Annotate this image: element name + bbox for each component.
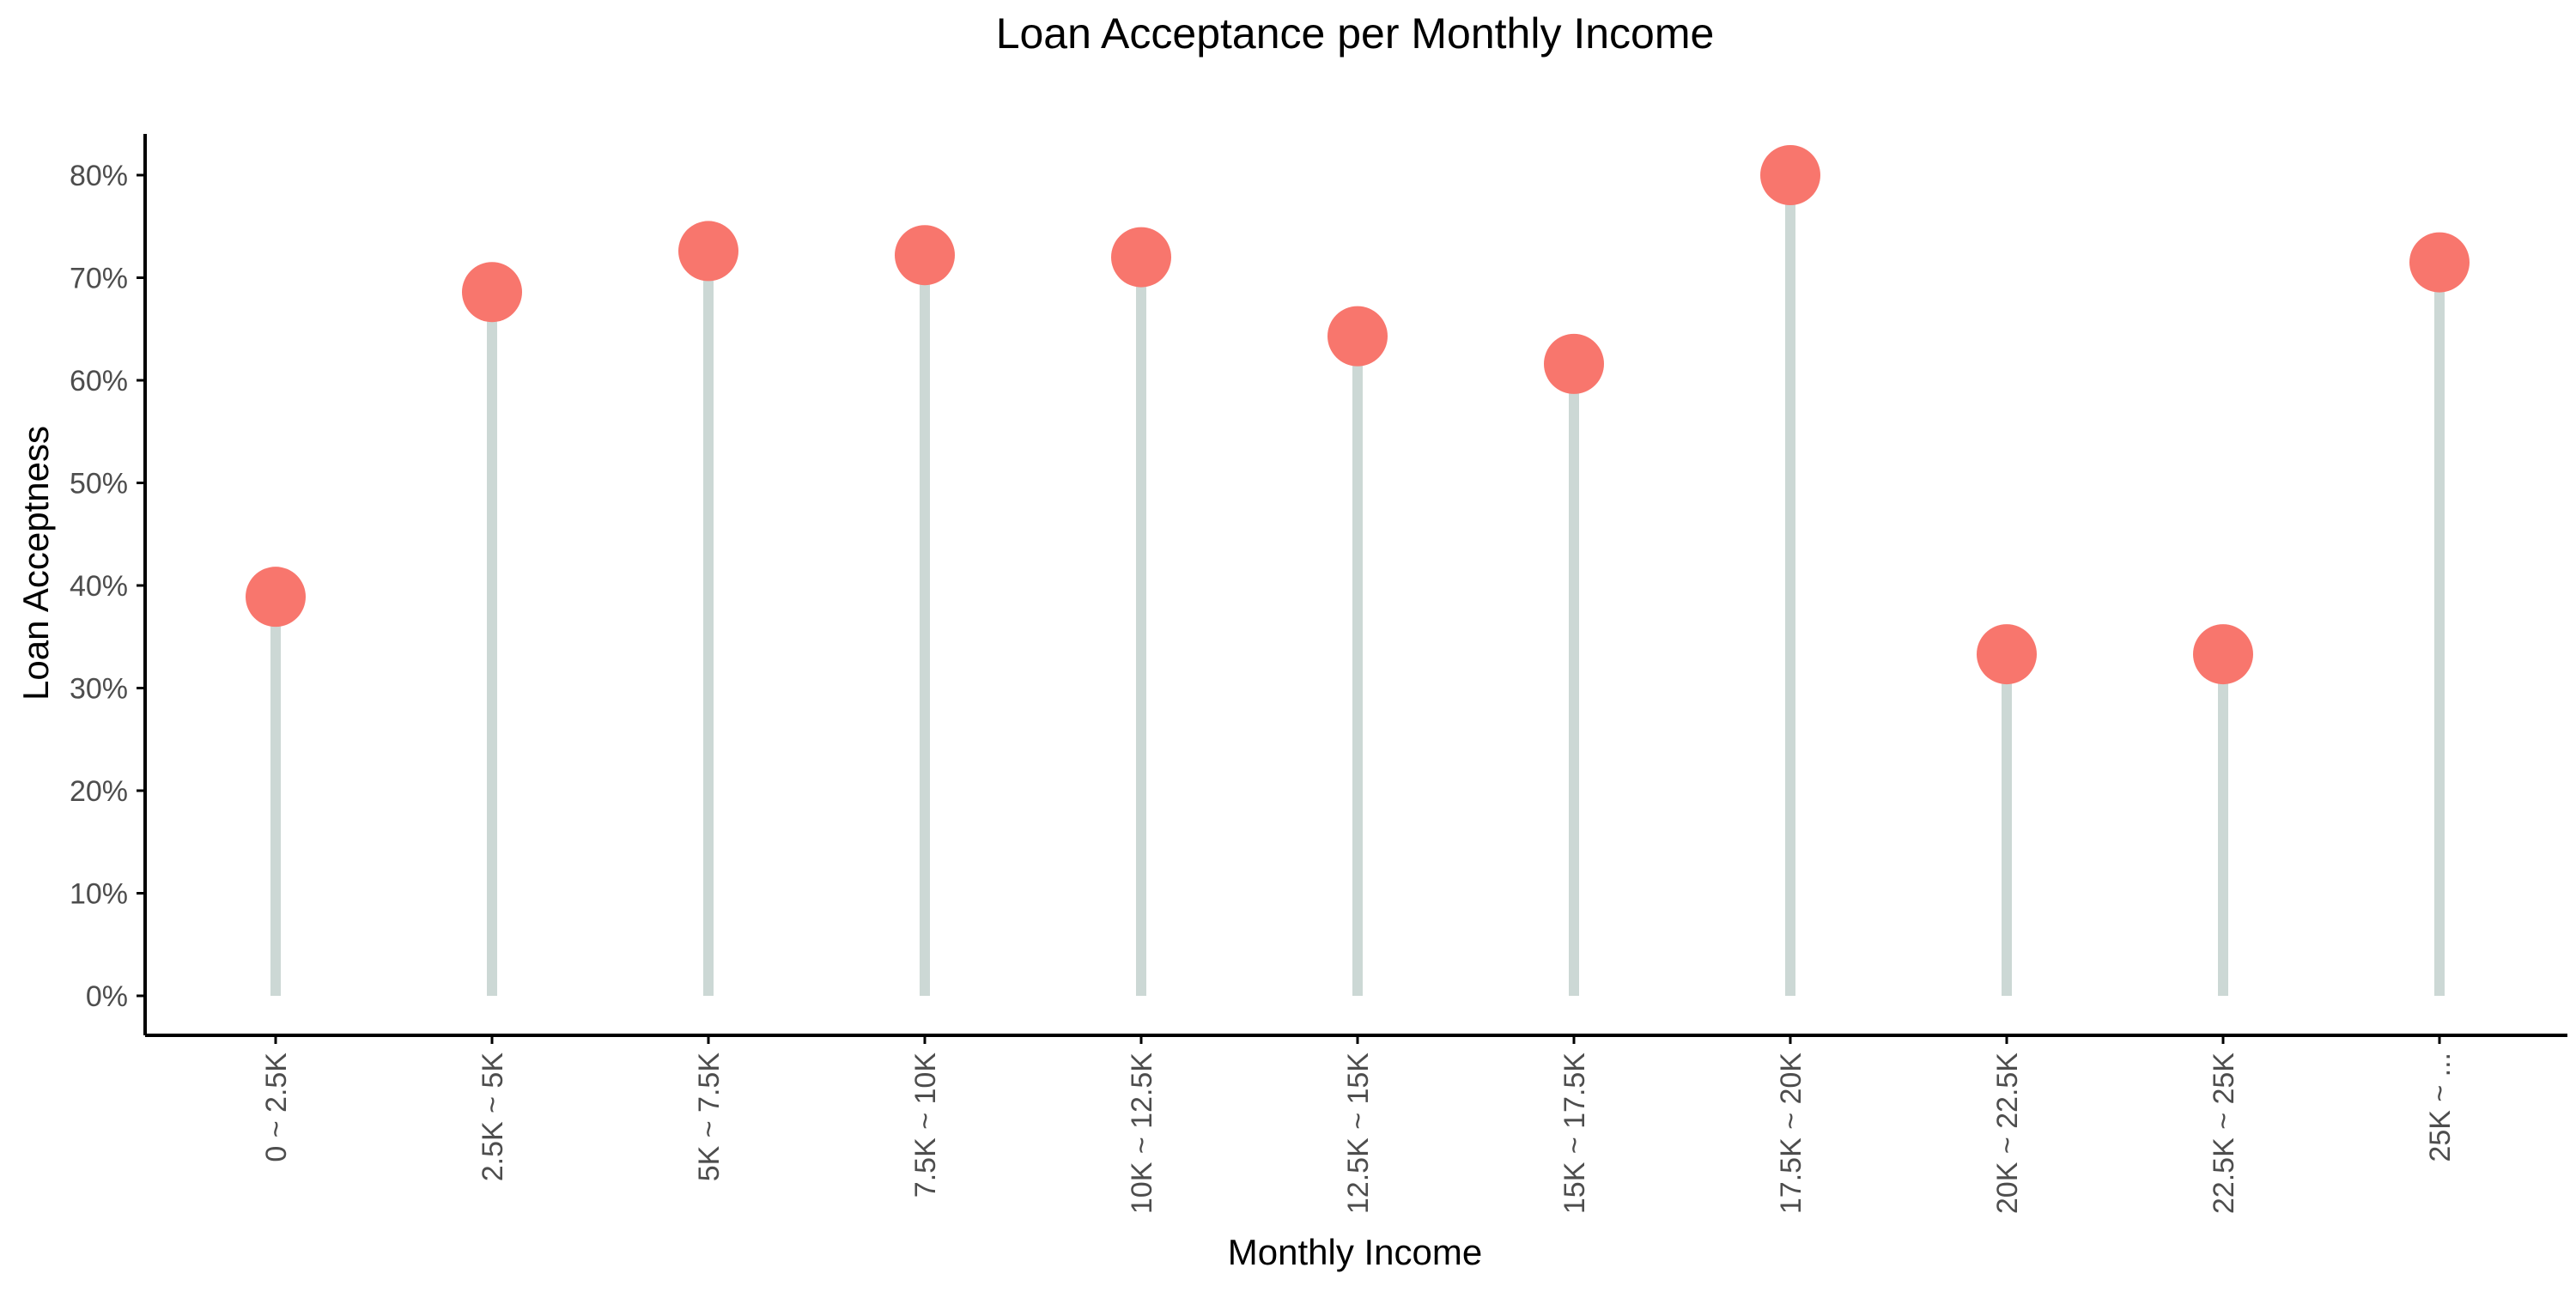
- y-tick-label: 50%: [70, 468, 128, 500]
- stems-layer: [270, 175, 2445, 996]
- x-tick-label: 17.5K ~ 20K: [1775, 1052, 1807, 1214]
- x-tick-label: 15K ~ 17.5K: [1558, 1052, 1591, 1214]
- lollipop-point: [462, 262, 522, 323]
- x-tick-label: 5K ~ 7.5K: [693, 1052, 726, 1182]
- y-tick-label: 30%: [70, 673, 128, 706]
- lollipop-point: [1327, 306, 1388, 367]
- lollipop-point: [1111, 227, 1171, 288]
- lollipop-point: [2409, 232, 2470, 293]
- y-tick-label: 60%: [70, 365, 128, 397]
- chart-title: Loan Acceptance per Monthly Income: [996, 9, 1715, 58]
- x-axis-ticks: 0 ~ 2.5K 2.5K ~ 5K 5K ~ 7.5K 7.5K ~ 10K 10K …: [260, 1035, 2457, 1214]
- x-axis-title: Monthly Income: [1228, 1232, 1482, 1272]
- y-tick-label: 70%: [70, 263, 128, 295]
- y-tick-label: 10%: [70, 878, 128, 911]
- x-tick-label: 25K ~ ...: [2424, 1052, 2457, 1162]
- lollipop-point: [1544, 333, 1604, 394]
- y-tick-label: 20%: [70, 775, 128, 808]
- lollipop-point: [1760, 145, 1820, 205]
- x-tick-label: 2.5K ~ 5K: [477, 1052, 509, 1182]
- x-tick-label: 0 ~ 2.5K: [260, 1052, 293, 1162]
- lollipop-point: [246, 567, 306, 628]
- x-tick-label: 22.5K ~ 25K: [2208, 1052, 2240, 1214]
- x-tick-label: 7.5K ~ 10K: [909, 1052, 942, 1198]
- y-tick-label: 0%: [86, 980, 128, 1013]
- lollipop-point: [895, 225, 955, 286]
- points-layer: [246, 145, 2470, 685]
- y-tick-label: 40%: [70, 570, 128, 603]
- x-tick-label: 10K ~ 12.5K: [1126, 1052, 1158, 1214]
- y-axis-ticks: 0% 10% 20% 30% 40% 50% 60% 70% 80%: [70, 160, 145, 1013]
- y-tick-label: 80%: [70, 160, 128, 192]
- y-axis-title: Loan Acceptness: [15, 426, 56, 701]
- lollipop-point: [1977, 624, 2037, 685]
- lollipop-point: [2193, 624, 2253, 685]
- x-tick-label: 20K ~ 22.5K: [1991, 1052, 2024, 1214]
- x-tick-label: 12.5K ~ 15K: [1342, 1052, 1375, 1214]
- lollipop-point: [678, 221, 738, 282]
